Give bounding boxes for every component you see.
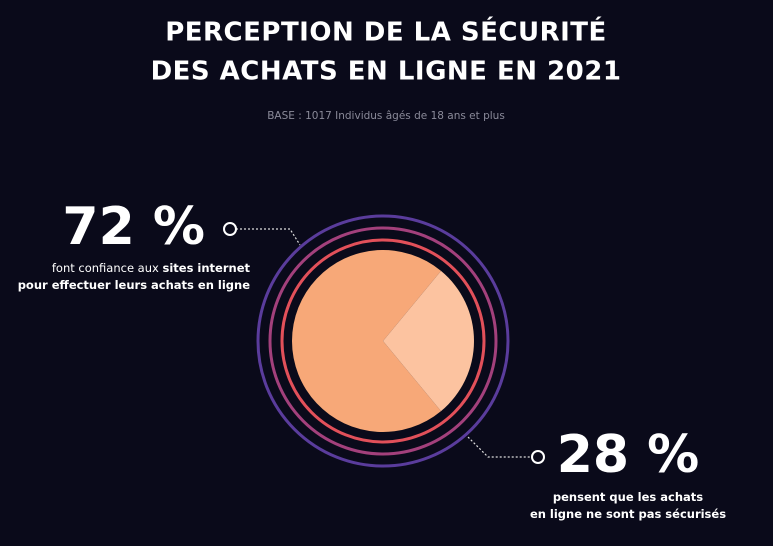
pie xyxy=(292,250,474,432)
ring xyxy=(280,238,486,444)
description-text: en ligne ne sont pas sécurisés xyxy=(530,507,726,521)
leader-line xyxy=(467,436,532,458)
description-text: pour effectuer leurs achats en ligne xyxy=(18,278,250,292)
description-line: pensent que les achats xyxy=(553,490,703,504)
leader-line xyxy=(236,228,301,246)
pie-slice xyxy=(292,250,442,432)
value-label: 72 % xyxy=(62,197,205,257)
description-line: en ligne ne sont pas sécurisés xyxy=(530,507,726,521)
subtitle: BASE : 1017 Individus âgés de 18 ans et … xyxy=(267,110,505,122)
title-line: DES ACHATS EN LIGNE EN 2021 xyxy=(151,57,622,87)
pie-slice xyxy=(383,270,474,412)
description-text: sites internet xyxy=(162,261,250,275)
ring xyxy=(268,226,498,456)
leader-dot xyxy=(531,450,545,464)
value-label: 28 % xyxy=(557,425,700,485)
description-text: font confiance aux xyxy=(52,261,163,275)
title-line: PERCEPTION DE LA SÉCURITÉ xyxy=(165,16,607,48)
description-line: font confiance aux sites internet xyxy=(52,261,251,275)
description-line: pour effectuer leurs achats en ligne xyxy=(18,278,250,292)
ring xyxy=(256,214,510,468)
leader-dot xyxy=(223,222,237,236)
description-text: pensent que les achats xyxy=(553,490,703,504)
descriptions: font confiance aux sites internet pour ef… xyxy=(18,261,727,521)
